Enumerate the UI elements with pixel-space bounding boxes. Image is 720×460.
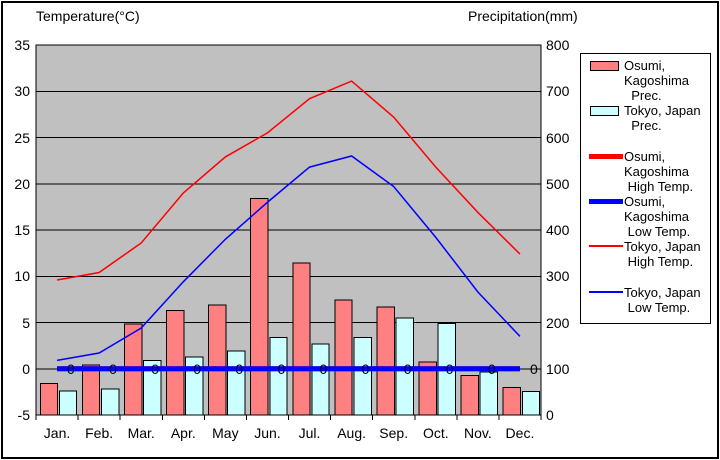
left-axis-tick-label: 5: [22, 314, 30, 331]
bar-osumi-prec: [208, 304, 227, 416]
right-axis-tick-label: 800: [546, 37, 570, 53]
data-label-zero: 0: [235, 361, 243, 377]
legend-line-swatch-icon: [589, 154, 623, 159]
right-axis-tick-label: 100: [546, 360, 570, 377]
left-axis-tick-label: 20: [14, 175, 30, 192]
x-axis-month-label: Feb.: [85, 425, 114, 441]
right-axis-title: Precipitation(mm): [468, 8, 578, 24]
right-axis-tick-label: 700: [546, 83, 570, 100]
bar-osumi-prec: [292, 262, 311, 416]
x-axis-month-label: Sep.: [379, 425, 409, 441]
legend-swatch-column: [581, 58, 624, 71]
x-axis-month-label: Dec.: [505, 425, 535, 441]
bar-osumi-prec: [376, 306, 395, 416]
x-axis-month-label: Nov.: [464, 425, 492, 441]
right-axis-tick-label: 400: [546, 222, 570, 238]
bar-osumi-prec: [250, 198, 269, 416]
x-axis-month-label: Jun.: [254, 425, 281, 441]
legend-swatch-column: [581, 285, 624, 293]
left-axis-tick-label: 10: [14, 268, 30, 285]
legend-item: Osumi, Kagoshima Prec.: [581, 58, 710, 103]
right-axis-tick-label: 300: [546, 268, 570, 285]
bar-osumi-prec: [81, 364, 101, 416]
data-label-zero: 0: [320, 361, 328, 377]
data-label-zero: 0: [488, 361, 496, 377]
data-label-zero: 0: [67, 361, 75, 377]
legend-item: Osumi, Kagoshima High Temp.: [581, 149, 710, 194]
bar-osumi-prec: [460, 375, 479, 416]
x-axis-month-label: May: [212, 425, 239, 441]
left-axis-tick-label: 0: [22, 360, 30, 377]
legend-line-swatch-icon: [589, 199, 623, 204]
legend-bar-swatch-icon: [590, 61, 619, 71]
left-axis-tick-label: 30: [14, 83, 30, 100]
bar-osumi-prec: [166, 309, 185, 416]
data-label-zero: 0: [109, 361, 117, 377]
legend-item: Osumi, Kagoshima Low Temp.: [581, 194, 710, 239]
bar-osumi-prec: [334, 299, 353, 416]
legend-item-label: Osumi, Kagoshima Prec.: [624, 58, 690, 103]
x-axis-month-label: Mar.: [127, 425, 155, 441]
line-tokyo-japan-high-temp-: [56, 80, 521, 281]
left-axis-tick-label: -5: [17, 407, 30, 423]
x-axis-month-label: Aug.: [337, 425, 367, 441]
legend-line-swatch-icon: [589, 245, 623, 247]
bar-tokyo-prec: [100, 388, 120, 416]
left-axis-tick-label: 15: [14, 222, 30, 238]
legend: Osumi, Kagoshima Prec. Tokyo, Japan Prec.…: [580, 53, 711, 324]
data-label-zero: 0: [446, 361, 454, 377]
bar-tokyo-prec: [58, 390, 78, 416]
right-axis-tick-label: 0: [546, 407, 554, 423]
left-axis-tick-label: 25: [14, 129, 30, 146]
data-label-zero: 0: [404, 361, 412, 377]
plot-area: 0 0 0 0 0 0 0 0 0 0 0 0: [35, 44, 542, 420]
bar-osumi-prec: [39, 383, 59, 416]
legend-swatch-column: [581, 149, 624, 159]
legend-item-label: Tokyo, Japan Prec.: [624, 103, 701, 133]
left-axis-title: Temperature(°C): [36, 8, 140, 24]
legend-swatch-column: [581, 194, 624, 204]
data-label-zero: 0: [151, 361, 159, 377]
legend-item: Tokyo, Japan Low Temp.: [581, 285, 710, 315]
legend-item-label: Tokyo, Japan Low Temp.: [624, 285, 701, 315]
x-axis-month-label: Jul.: [298, 425, 321, 441]
bar-osumi-prec: [502, 386, 522, 416]
x-axis-month-label: Jan.: [43, 425, 71, 441]
legend-item-label: Osumi, Kagoshima High Temp.: [624, 149, 694, 194]
data-label-zero: 0: [362, 361, 370, 377]
legend-line-swatch-icon: [589, 291, 623, 293]
bar-tokyo-prec: [311, 343, 330, 416]
left-axis-tick-label: 35: [14, 37, 30, 53]
bar-tokyo-prec: [479, 371, 499, 416]
legend-item-label: Osumi, Kagoshima Low Temp.: [624, 194, 691, 239]
x-axis-month-label: Apr.: [170, 425, 196, 441]
legend-item-label: Tokyo, Japan High Temp.: [624, 239, 701, 269]
data-label-zero: 0: [277, 361, 285, 377]
data-label-zero: 0: [530, 361, 538, 377]
right-axis-tick-label: 600: [546, 129, 570, 146]
legend-bar-swatch-icon: [590, 106, 619, 116]
legend-item: Tokyo, Japan Prec.: [581, 103, 710, 133]
right-axis-tick-label: 500: [546, 175, 570, 192]
line-tokyo-japan-low-temp-: [56, 155, 521, 362]
legend-swatch-column: [581, 103, 624, 116]
bar-tokyo-prec: [521, 390, 541, 416]
x-axis-month-label: Oct.: [422, 425, 449, 441]
legend-item: Tokyo, Japan High Temp.: [581, 239, 710, 269]
right-axis-tick-label: 200: [546, 314, 570, 331]
data-label-zero: 0: [193, 361, 201, 377]
legend-swatch-column: [581, 239, 624, 247]
